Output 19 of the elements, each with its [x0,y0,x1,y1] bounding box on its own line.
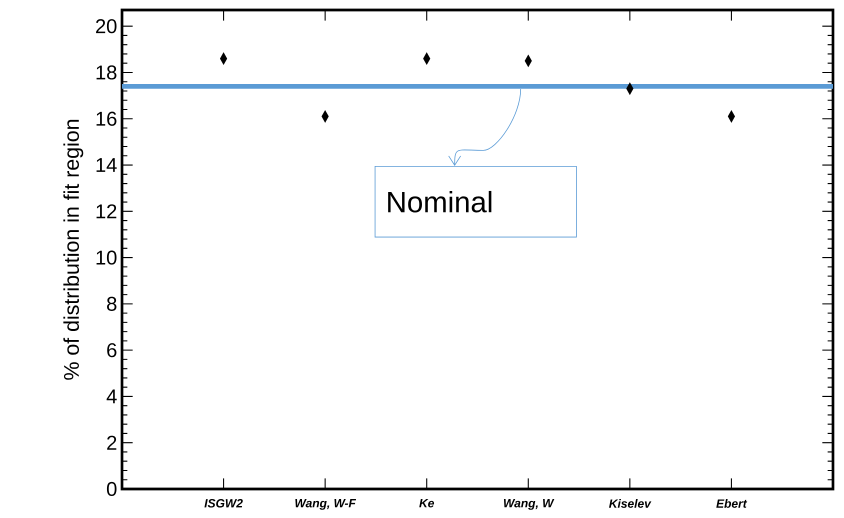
y-tick-label: 8 [107,296,116,311]
x-tick-label: Kiselev [609,499,652,508]
x-tick-label: Wang, W-F [295,499,356,510]
y-tick-label: 6 [107,343,116,358]
y-tick-label: 4 [106,390,117,404]
legend-label: Nominal [388,190,492,212]
y-tick-label: 10 [96,250,116,265]
y-tick-label: 2 [107,436,116,450]
y-tick-label: 14 [96,158,117,172]
x-tick-label: ISGW2 [204,499,243,508]
y-tick-label: 16 [96,112,116,126]
y-tick-label: 0 [106,482,117,496]
x-tick-label: Ke [419,499,434,508]
x-tick-label: Ebert [716,499,748,508]
y-tick-label: 20 [96,19,116,34]
y-tick-label: 12 [96,204,116,218]
y-tick-label: 18 [96,65,116,80]
y-axis-title: % of distribution in fit region [63,120,84,380]
x-tick-label: Wang, W [504,499,554,510]
